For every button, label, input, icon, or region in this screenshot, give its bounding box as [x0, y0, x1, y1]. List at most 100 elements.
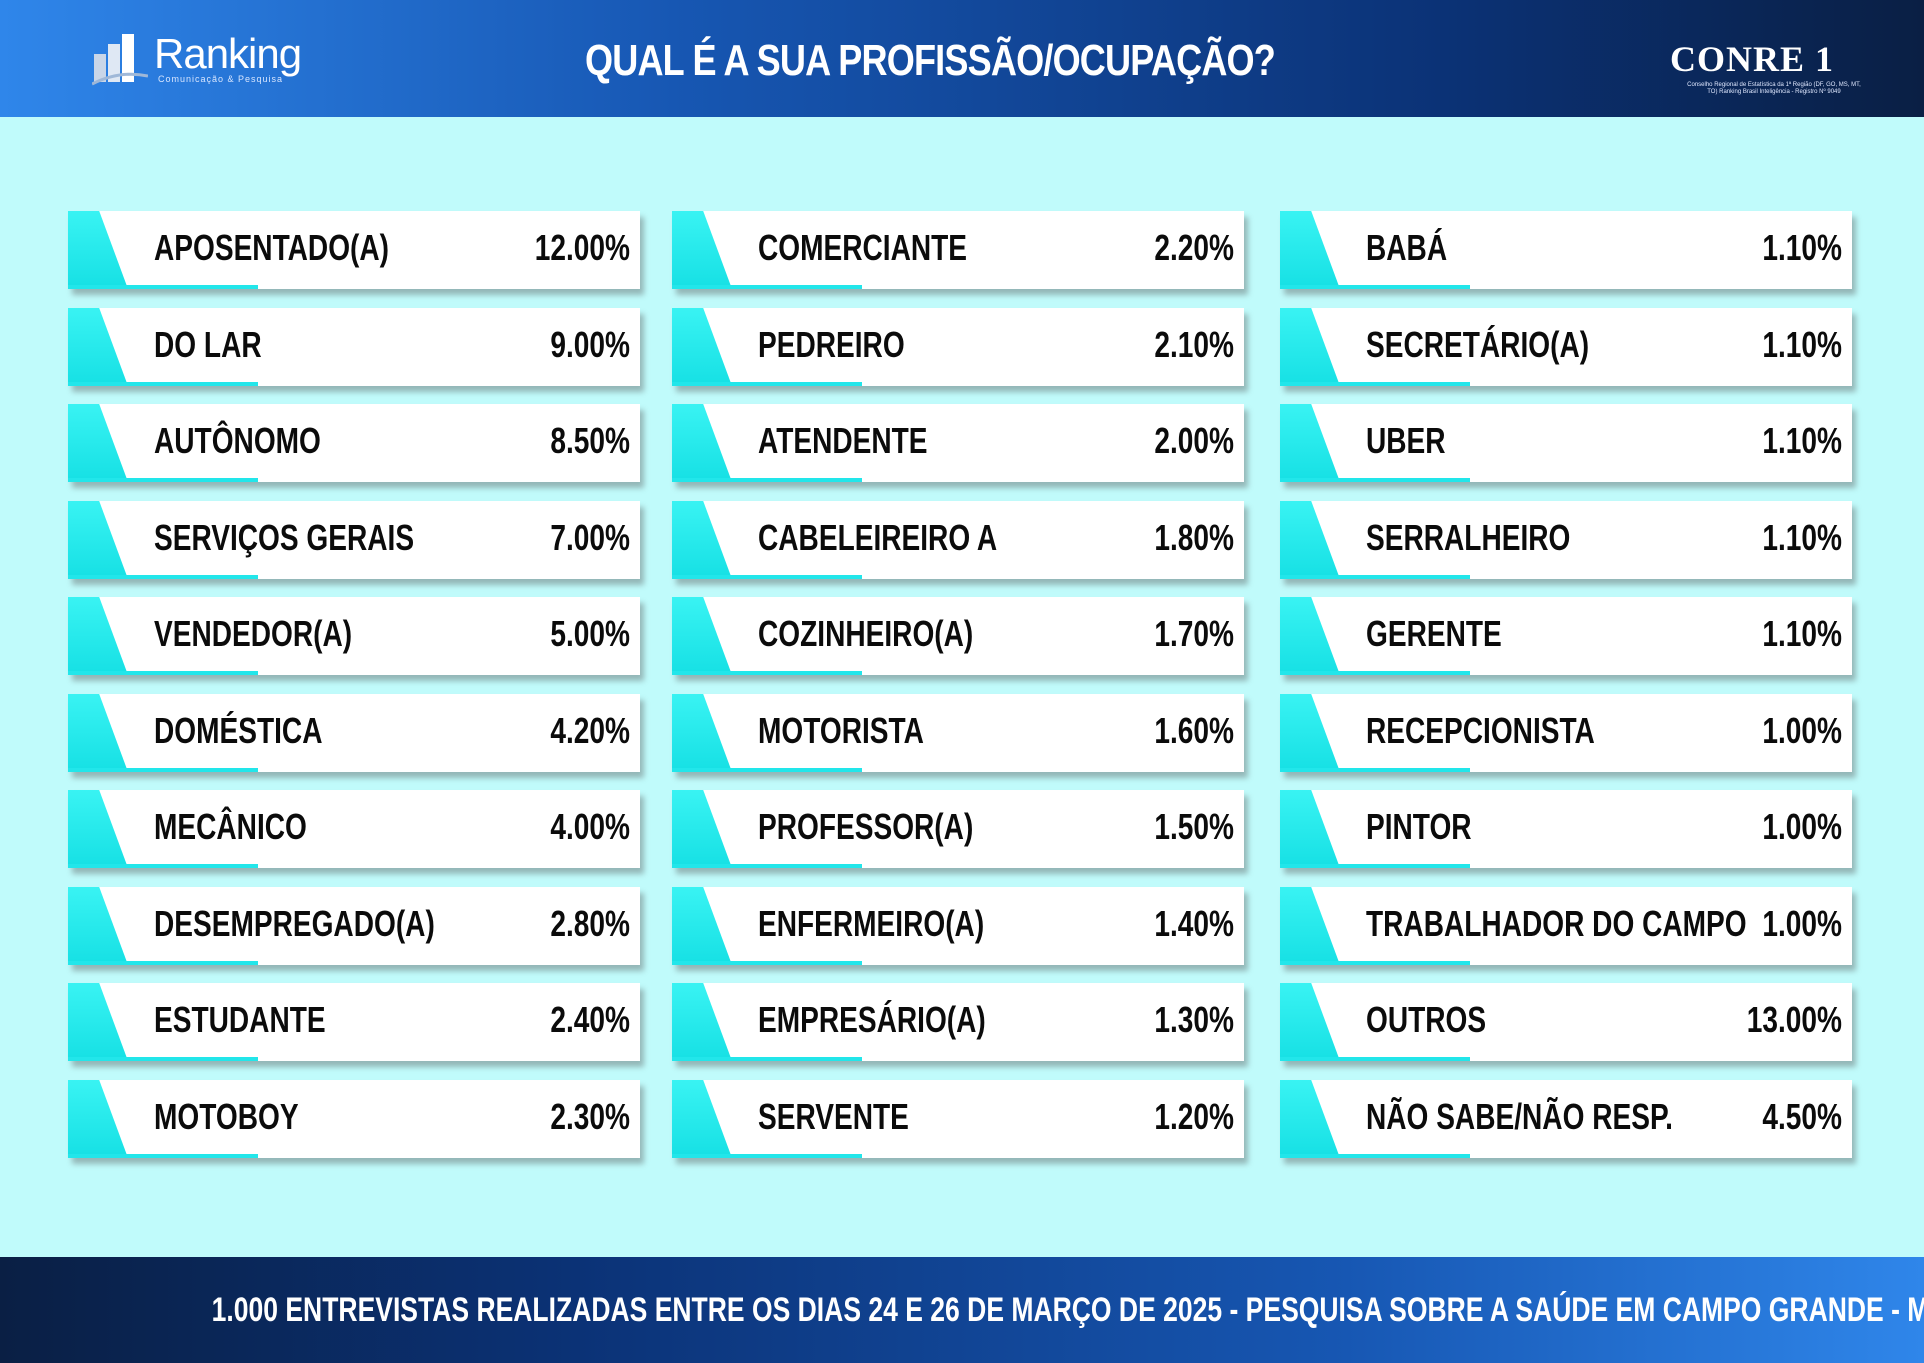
row-card: COMERCIANTE 2.20%: [672, 211, 1244, 289]
row-label: APOSENTADO(A): [154, 227, 390, 268]
row-accent-underline: [672, 285, 862, 289]
row-label: BABÁ: [1366, 227, 1448, 268]
table-row: PINTOR 1.00%: [1280, 790, 1856, 874]
row-accent-underline: [1280, 1057, 1470, 1061]
row-accent-tab: [672, 308, 732, 386]
row-accent-underline: [68, 575, 258, 579]
row-card: SERVENTE 1.20%: [672, 1080, 1244, 1158]
row-value: 8.50%: [550, 420, 630, 461]
row-value: 5.00%: [550, 613, 630, 654]
row-accent-tab: [672, 597, 732, 675]
row-label: DESEMPREGADO(A): [154, 903, 435, 944]
table-row: DO LAR 9.00%: [68, 308, 644, 392]
row-card: MECÂNICO 4.00%: [68, 790, 640, 868]
row-value: 13.00%: [1746, 999, 1842, 1040]
table-row: ATENDENTE 2.00%: [672, 404, 1248, 488]
row-accent-tab: [1280, 694, 1340, 772]
conre-logo: CONRE 1 Conselho Regional de Estatística…: [1670, 38, 1870, 98]
row-label: VENDEDOR(A): [154, 613, 353, 654]
table-row: DOMÉSTICA 4.20%: [68, 694, 644, 778]
row-value: 1.40%: [1154, 903, 1234, 944]
row-accent-tab: [68, 1080, 128, 1158]
row-card: GERENTE 1.10%: [1280, 597, 1852, 675]
row-card: ESTUDANTE 2.40%: [68, 983, 640, 1061]
table-row: GERENTE 1.10%: [1280, 597, 1856, 681]
ranking-logo-subtitle: Comunicação & Pesquisa: [158, 74, 284, 84]
row-accent-underline: [68, 1154, 258, 1158]
table-row: COZINHEIRO(A) 1.70%: [672, 597, 1248, 681]
row-value: 7.00%: [550, 517, 630, 558]
row-accent-tab: [672, 694, 732, 772]
row-card: OUTROS 13.00%: [1280, 983, 1852, 1061]
row-accent-tab: [68, 790, 128, 868]
row-label: SERRALHEIRO: [1366, 517, 1571, 558]
row-value: 1.00%: [1762, 710, 1842, 751]
row-accent-underline: [68, 961, 258, 965]
row-accent-underline: [672, 382, 862, 386]
row-accent-tab: [68, 887, 128, 965]
row-label: SERVIÇOS GERAIS: [154, 517, 415, 558]
row-label: PEDREIRO: [758, 324, 905, 365]
conre-logo-name: CONRE 1: [1670, 39, 1835, 79]
row-card: PINTOR 1.00%: [1280, 790, 1852, 868]
row-card: DO LAR 9.00%: [68, 308, 640, 386]
row-card: COZINHEIRO(A) 1.70%: [672, 597, 1244, 675]
table-row: SERRALHEIRO 1.10%: [1280, 501, 1856, 585]
table-row: CABELEIREIRO A 1.80%: [672, 501, 1248, 585]
row-value: 1.50%: [1154, 806, 1234, 847]
row-value: 4.00%: [550, 806, 630, 847]
row-accent-underline: [672, 575, 862, 579]
table-row: ESTUDANTE 2.40%: [68, 983, 644, 1067]
row-label: UBER: [1366, 420, 1446, 461]
row-label: TRABALHADOR DO CAMPO: [1366, 903, 1747, 944]
row-label: SECRETÁRIO(A): [1366, 324, 1590, 365]
row-label: OUTROS: [1366, 999, 1487, 1040]
row-label: SERVENTE: [758, 1096, 909, 1137]
row-accent-tab: [672, 404, 732, 482]
row-card: PROFESSOR(A) 1.50%: [672, 790, 1244, 868]
row-card: VENDEDOR(A) 5.00%: [68, 597, 640, 675]
row-card: AUTÔNOMO 8.50%: [68, 404, 640, 482]
row-accent-underline: [68, 382, 258, 386]
table-row: NÃO SABE/NÃO RESP. 4.50%: [1280, 1080, 1856, 1164]
row-accent-tab: [68, 404, 128, 482]
row-accent-tab: [1280, 887, 1340, 965]
row-value: 2.30%: [550, 1096, 630, 1137]
row-card: SERRALHEIRO 1.10%: [1280, 501, 1852, 579]
footer-note: 1.000 ENTREVISTAS REALIZADAS ENTRE OS DI…: [211, 1291, 1924, 1329]
row-value: 9.00%: [550, 324, 630, 365]
row-value: 4.20%: [550, 710, 630, 751]
row-value: 1.10%: [1762, 613, 1842, 654]
row-accent-tab: [672, 211, 732, 289]
row-value: 1.10%: [1762, 227, 1842, 268]
table-row: MOTORISTA 1.60%: [672, 694, 1248, 778]
table-row: RECEPCIONISTA 1.00%: [1280, 694, 1856, 778]
row-card: DESEMPREGADO(A) 2.80%: [68, 887, 640, 965]
page-title: QUAL É A SUA PROFISSÃO/OCUPAÇÃO?: [584, 36, 1276, 85]
row-label: RECEPCIONISTA: [1366, 710, 1595, 751]
row-label: MOTOBOY: [154, 1096, 299, 1137]
row-accent-underline: [1280, 382, 1470, 386]
table-row: VENDEDOR(A) 5.00%: [68, 597, 644, 681]
row-label: MOTORISTA: [758, 710, 924, 751]
row-accent-underline: [672, 961, 862, 965]
row-accent-underline: [68, 864, 258, 868]
table-row: TRABALHADOR DO CAMPO 1.00%: [1280, 887, 1856, 971]
row-accent-tab: [1280, 501, 1340, 579]
table-row: SERVENTE 1.20%: [672, 1080, 1248, 1164]
row-card: MOTORISTA 1.60%: [672, 694, 1244, 772]
row-value: 1.10%: [1762, 420, 1842, 461]
table-row: OUTROS 13.00%: [1280, 983, 1856, 1067]
row-accent-underline: [1280, 1154, 1470, 1158]
row-accent-underline: [1280, 575, 1470, 579]
row-accent-underline: [1280, 671, 1470, 675]
row-accent-underline: [68, 478, 258, 482]
row-label: GERENTE: [1366, 613, 1502, 654]
row-accent-tab: [672, 1080, 732, 1158]
table-row: BABÁ 1.10%: [1280, 211, 1856, 295]
row-accent-tab: [68, 694, 128, 772]
row-accent-underline: [672, 768, 862, 772]
row-label: EMPRESÁRIO(A): [758, 999, 986, 1040]
row-accent-underline: [1280, 478, 1470, 482]
row-label: DOMÉSTICA: [154, 710, 323, 751]
